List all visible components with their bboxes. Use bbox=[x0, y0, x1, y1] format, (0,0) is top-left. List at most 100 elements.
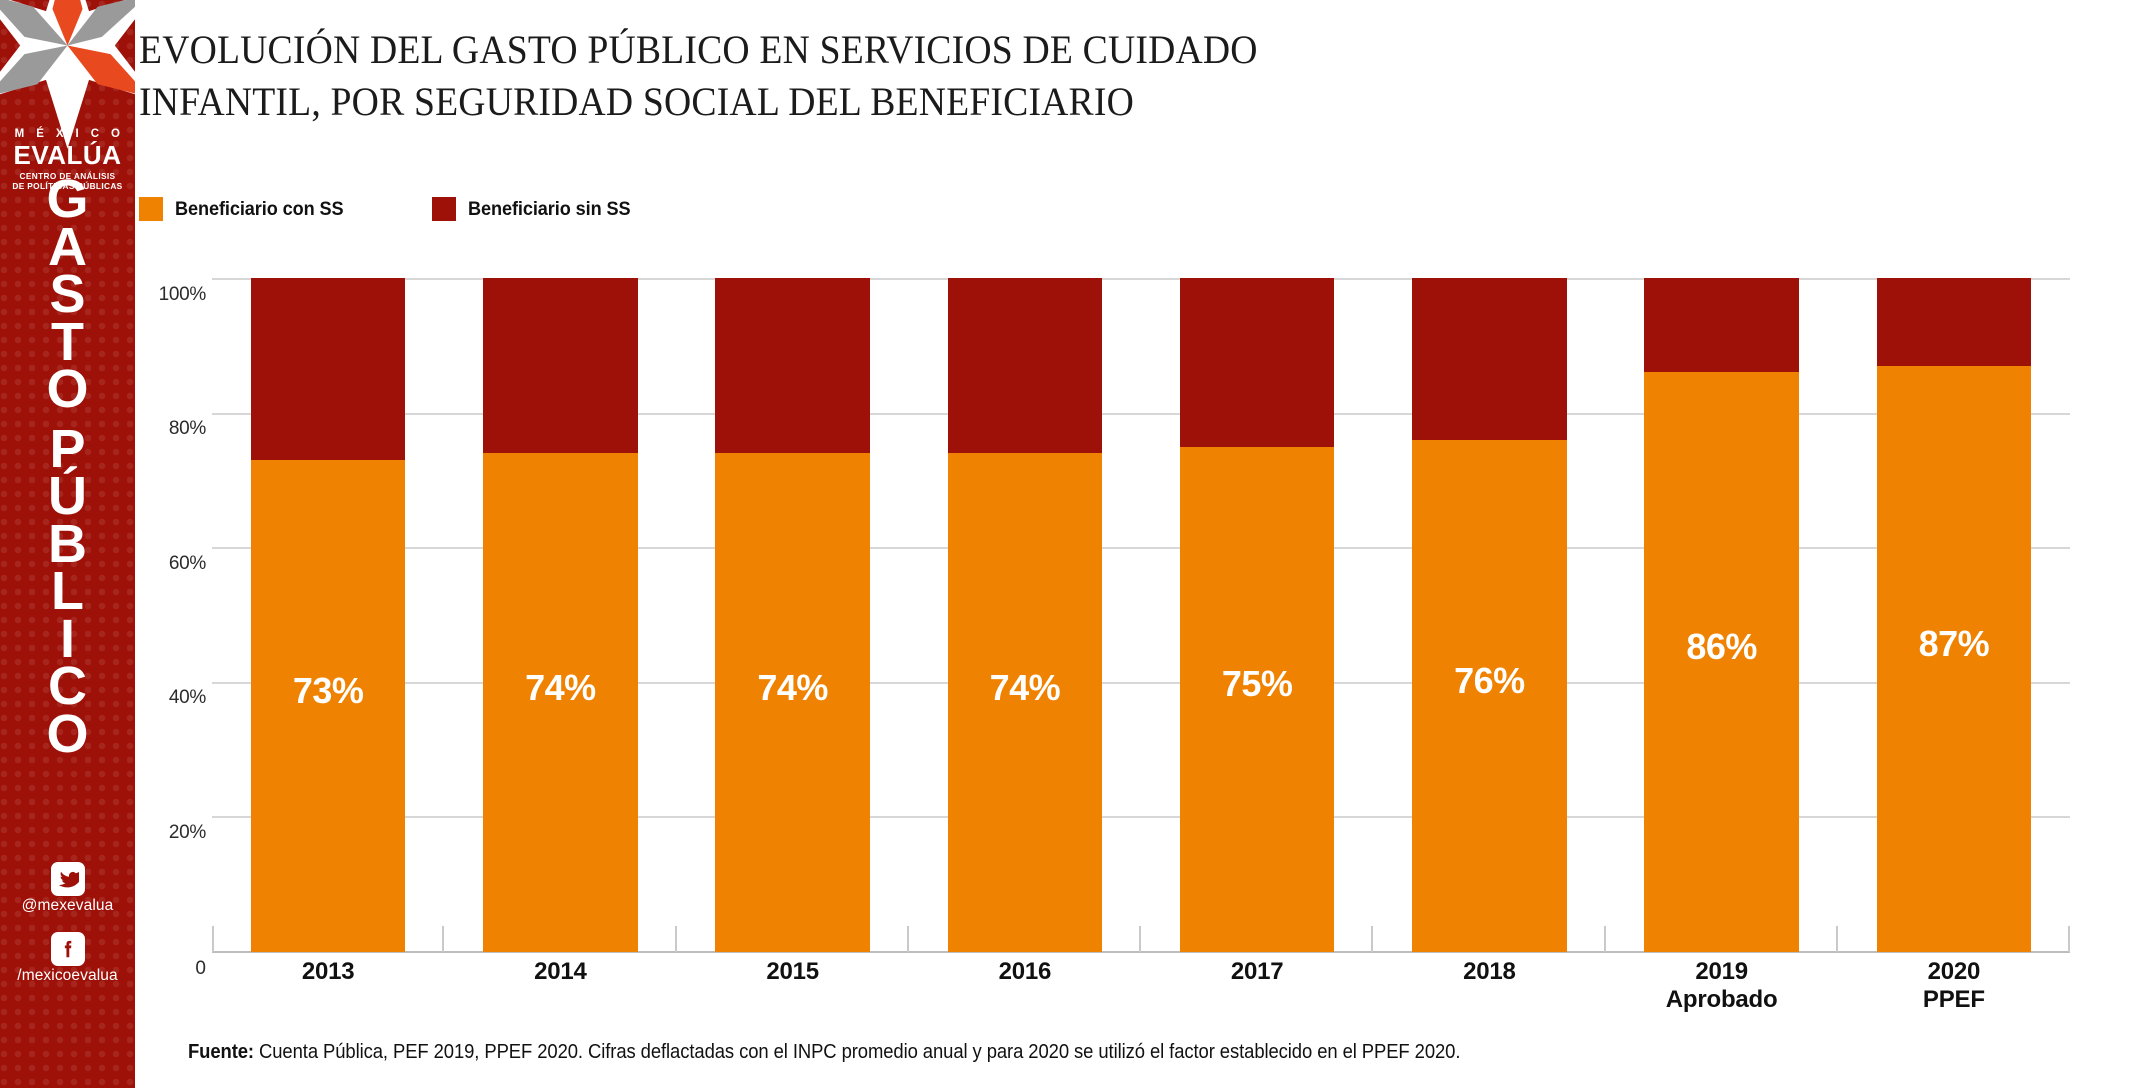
x-tick bbox=[2068, 926, 2070, 952]
y-tick-label: 20% bbox=[168, 822, 206, 843]
source-note: Fuente: Cuenta Pública, PEF 2019, PPEF 2… bbox=[188, 1040, 1916, 1064]
gridline-40 bbox=[212, 682, 2070, 684]
vertical-letter: Ú bbox=[48, 466, 87, 527]
x-tick bbox=[1603, 926, 1606, 952]
legend-swatch-con-ss bbox=[139, 197, 163, 221]
bar-data-label: 86% bbox=[1686, 626, 1757, 668]
bar-slot-2017[interactable]: 75% bbox=[1141, 278, 1374, 952]
bar-segment-con-ss[interactable]: 75% bbox=[1179, 446, 1335, 952]
vertical-section-title: G A S T O P Ú B L I C O bbox=[0, 169, 135, 764]
bar-group-container: 73% 74% 74% bbox=[212, 278, 2070, 952]
y-tick-label: 40% bbox=[168, 687, 206, 708]
bar-segment-sin-ss[interactable] bbox=[947, 278, 1103, 454]
vertical-letter: O bbox=[46, 359, 89, 420]
bar-segment-sin-ss[interactable] bbox=[1644, 278, 1799, 373]
twitter-bird-icon[interactable] bbox=[50, 862, 85, 896]
x-axis-labels: 2013 2014 2015 2016 2017 2018 2019 Aprob… bbox=[212, 958, 2070, 1022]
gridline-80 bbox=[212, 413, 2070, 415]
y-tick-label-zero: 0 bbox=[195, 958, 206, 979]
twitter-link[interactable]: @mexevalua bbox=[0, 862, 135, 915]
bar-data-label: 74% bbox=[989, 666, 1061, 708]
bar-segment-con-ss[interactable]: 87% bbox=[1876, 365, 2032, 952]
bar-segment-sin-ss[interactable] bbox=[483, 278, 638, 454]
x-axis-label-line1: 2016 bbox=[998, 958, 1052, 985]
x-tick bbox=[442, 926, 445, 952]
x-axis-label-line1: 2014 bbox=[534, 958, 587, 985]
vertical-letter: I bbox=[59, 608, 75, 669]
x-axis-label: 2015 bbox=[677, 958, 909, 1022]
bar-segment-con-ss[interactable]: 74% bbox=[715, 453, 870, 952]
vertical-letter: B bbox=[48, 513, 87, 574]
x-axis-label-line1: 2020 bbox=[1927, 958, 1981, 985]
vertical-letter: P bbox=[49, 418, 86, 479]
x-tick bbox=[906, 926, 909, 952]
stacked-bar[interactable]: 87% bbox=[1876, 278, 2032, 952]
bar-segment-sin-ss[interactable] bbox=[1412, 278, 1567, 440]
facebook-f-icon[interactable] bbox=[50, 932, 85, 966]
bar-data-label: 74% bbox=[757, 666, 828, 708]
bar-segment-sin-ss[interactable] bbox=[250, 278, 406, 460]
x-axis-label-line2: Aprobado bbox=[1665, 985, 1778, 1013]
brand-mexico: M É X I C O bbox=[14, 128, 125, 140]
x-axis-label: 2017 bbox=[1141, 958, 1373, 1022]
vertical-letter: A bbox=[48, 216, 87, 277]
x-axis-label: 2018 bbox=[1373, 958, 1605, 1022]
legend-item-con-ss[interactable]: Beneficiario con SS bbox=[139, 197, 356, 221]
source-note-text: Cuenta Pública, PEF 2019, PPEF 2020. Cif… bbox=[253, 1040, 1461, 1063]
bar-segment-con-ss[interactable]: 86% bbox=[1644, 372, 1799, 952]
brand-evalua: EVALÚA bbox=[13, 139, 122, 170]
bar-segment-sin-ss[interactable] bbox=[1876, 278, 2032, 366]
bar-data-label: 87% bbox=[1918, 622, 1990, 664]
x-axis-label-line1: 2017 bbox=[1230, 958, 1284, 985]
legend-label-con-ss: Beneficiario con SS bbox=[175, 197, 344, 220]
bar-segment-con-ss[interactable]: 73% bbox=[250, 459, 406, 952]
bar-slot-2013[interactable]: 73% bbox=[212, 278, 445, 952]
bar-segment-con-ss[interactable]: 74% bbox=[947, 453, 1103, 952]
x-axis-label-line1: 2013 bbox=[301, 958, 355, 985]
vertical-letter: O bbox=[46, 703, 89, 764]
brand-sidebar: M É X I C O EVALÚA CENTRO DE ANÁLISIS DE… bbox=[0, 0, 135, 1088]
facebook-link[interactable]: /mexicoevalua bbox=[0, 932, 135, 985]
stacked-bar[interactable]: 74% bbox=[947, 278, 1103, 952]
brand-lockup: M É X I C O EVALÚA CENTRO DE ANÁLISIS DE… bbox=[0, 128, 135, 192]
bar-slot-2020-ppef[interactable]: 87% bbox=[1838, 278, 2070, 952]
vertical-letter: T bbox=[51, 311, 84, 372]
bar-data-label: 76% bbox=[1454, 659, 1525, 701]
stacked-bar[interactable]: 86% bbox=[1644, 278, 1799, 952]
brand-subline-2: DE POLÍTICAS PÚBLICAS bbox=[12, 181, 123, 192]
bar-slot-2019-aprobado[interactable]: 86% bbox=[1606, 278, 1838, 952]
bar-segment-sin-ss[interactable] bbox=[1179, 278, 1335, 447]
legend-swatch-sin-ss bbox=[432, 197, 457, 221]
y-tick-label: 80% bbox=[168, 418, 206, 439]
x-tick bbox=[1835, 926, 1838, 952]
bar-slot-2016[interactable]: 74% bbox=[909, 278, 1141, 952]
stacked-bar[interactable]: 73% bbox=[250, 278, 406, 952]
gridline-60 bbox=[212, 547, 2070, 549]
vertical-letter: C bbox=[48, 656, 87, 717]
stacked-bar[interactable]: 76% bbox=[1412, 278, 1567, 952]
x-tick bbox=[1139, 926, 1141, 952]
bar-slot-2015[interactable]: 74% bbox=[677, 278, 909, 952]
stacked-bar[interactable]: 74% bbox=[715, 278, 870, 952]
x-axis-line bbox=[212, 951, 2070, 953]
bar-segment-con-ss[interactable]: 76% bbox=[1412, 439, 1567, 952]
bar-segment-sin-ss[interactable] bbox=[715, 278, 870, 454]
legend-item-sin-ss[interactable]: Beneficiario sin SS bbox=[432, 197, 643, 221]
bar-slot-2018[interactable]: 76% bbox=[1373, 278, 1606, 952]
x-axis-label-line1: 2019 bbox=[1695, 958, 1748, 985]
bar-slot-2014[interactable]: 74% bbox=[444, 278, 677, 952]
vertical-letter: G bbox=[46, 169, 89, 229]
chart-legend: Beneficiario con SS Beneficiario sin SS bbox=[139, 196, 643, 222]
bar-data-label: 73% bbox=[292, 669, 364, 711]
y-tick-label: 60% bbox=[168, 553, 206, 574]
x-tick bbox=[212, 926, 214, 952]
x-axis-label: 2020 PPEF bbox=[1838, 958, 2070, 1022]
x-axis-label: 2013 bbox=[212, 958, 444, 1022]
vertical-letter: S bbox=[49, 264, 86, 325]
facebook-handle-label: /mexicoevalua bbox=[17, 967, 118, 984]
bar-segment-con-ss[interactable]: 74% bbox=[483, 453, 638, 952]
x-tick bbox=[1371, 926, 1374, 952]
stacked-bar[interactable]: 74% bbox=[483, 278, 638, 952]
y-axis-labels: 100% 80% 60% 40% 20% bbox=[142, 278, 207, 952]
stacked-bar[interactable]: 75% bbox=[1179, 278, 1335, 952]
